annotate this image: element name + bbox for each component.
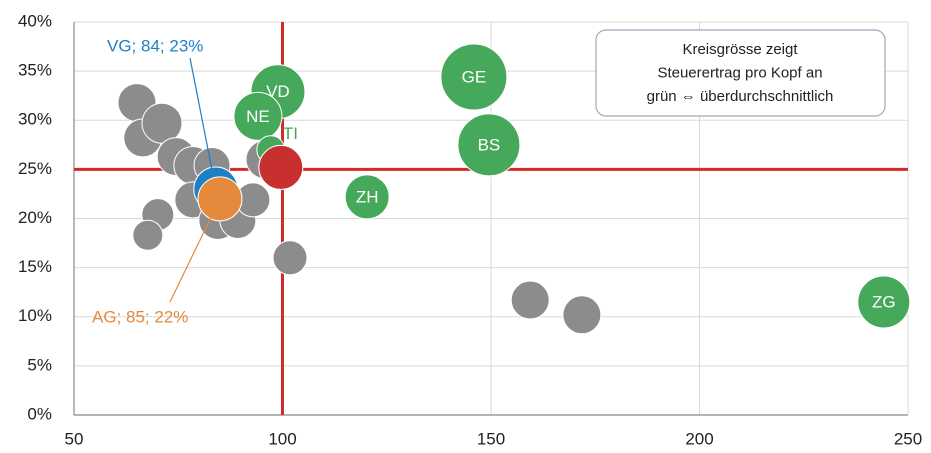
- y-tick-label: 5%: [27, 355, 52, 374]
- x-tick-label: 200: [685, 429, 713, 448]
- leader-line: [169, 198, 221, 303]
- bubble: [457, 113, 521, 177]
- x-tick-label: 50: [65, 429, 84, 448]
- leader-line: [189, 57, 217, 190]
- bubble-label: ZG: [872, 292, 896, 311]
- x-tick-label: 150: [477, 429, 505, 448]
- note-frame: [595, 29, 886, 117]
- annotation: VG; 84; 23%: [107, 36, 203, 55]
- note-text: grün ⇔ überdurchschnittlich: [647, 88, 834, 105]
- bubble: [857, 275, 911, 329]
- bubble-label: NE: [246, 107, 270, 126]
- y-tick-label: 20%: [18, 208, 52, 227]
- bubble-label: TI: [283, 124, 298, 143]
- y-tick-label: 10%: [18, 306, 52, 325]
- y-tick-label: 0%: [27, 404, 52, 423]
- y-tick-label: 25%: [18, 159, 52, 178]
- x-tick-label: 250: [894, 429, 922, 448]
- bubble: [562, 295, 602, 335]
- note-text: Steuerertrag pro Kopf an: [657, 64, 822, 81]
- y-tick-label: 30%: [18, 110, 52, 129]
- bubble-label: GE: [462, 68, 487, 87]
- bubble: [272, 240, 308, 276]
- bubble: [344, 174, 390, 220]
- bubble-label: BS: [478, 135, 501, 154]
- y-tick-label: 15%: [18, 257, 52, 276]
- bubble: [258, 144, 304, 190]
- x-tick-label: 100: [268, 429, 296, 448]
- annotation: AG; 85; 22%: [92, 307, 188, 326]
- bubble: [510, 280, 550, 320]
- bubble-label: ZH: [356, 187, 379, 206]
- bubble: [440, 43, 508, 111]
- bubble: [132, 219, 164, 251]
- y-tick-label: 35%: [18, 61, 52, 80]
- y-tick-label: 40%: [18, 11, 52, 30]
- bubble: [233, 91, 283, 141]
- note-text: Kreisgrösse zeigt: [682, 41, 798, 58]
- note-box: Kreisgrösse zeigt Steuerertrag pro Kopf a…: [595, 29, 886, 117]
- bubble: [141, 102, 183, 144]
